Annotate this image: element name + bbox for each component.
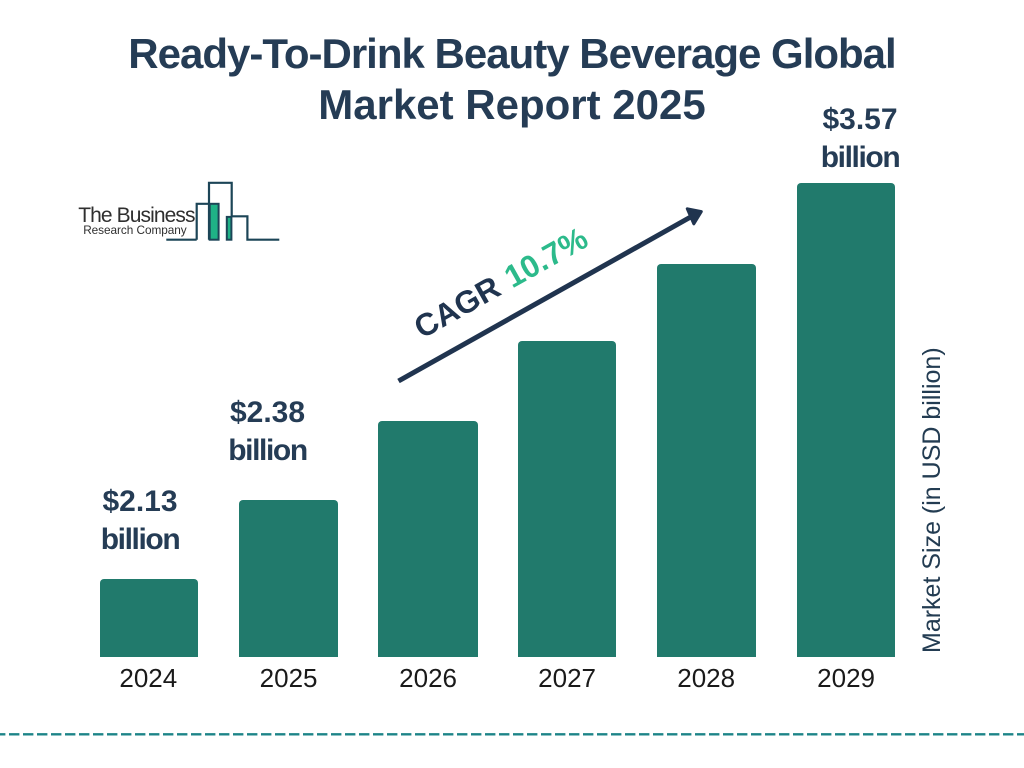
- svg-text:Market Size (in USD billion): Market Size (in USD billion): [918, 347, 946, 653]
- svg-text:CAGR 10.7%: CAGR 10.7%: [408, 220, 594, 346]
